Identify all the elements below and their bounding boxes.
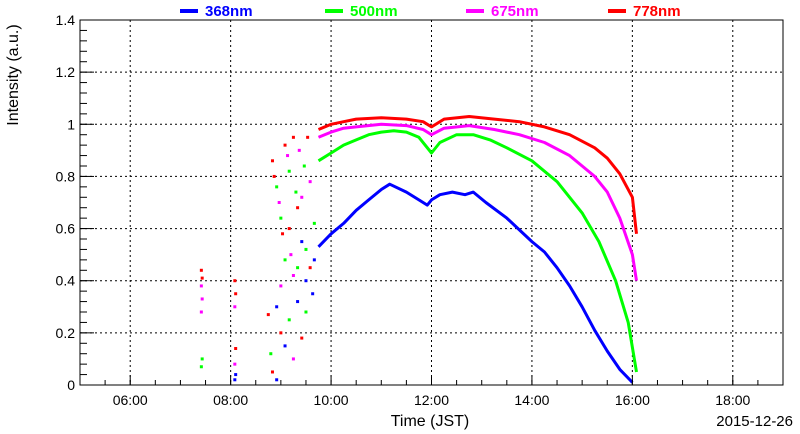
data-point bbox=[277, 201, 281, 204]
grid-lines bbox=[80, 19, 783, 386]
data-point bbox=[270, 159, 274, 163]
y-tick-label: 0.2 bbox=[56, 325, 76, 341]
data-point bbox=[233, 279, 237, 283]
data-point bbox=[291, 357, 295, 361]
date-label: 2015-12-26 bbox=[716, 413, 793, 430]
x-tick-label: 14:00 bbox=[514, 392, 549, 408]
data-point bbox=[308, 180, 312, 184]
x-tick-label: 10:00 bbox=[314, 392, 349, 408]
x-tick-label: 08:00 bbox=[213, 392, 248, 408]
series-line-368nm bbox=[317, 182, 634, 384]
data-point bbox=[287, 227, 291, 231]
data-point bbox=[283, 143, 287, 147]
y-tick-label: 0.4 bbox=[56, 273, 76, 289]
data-point bbox=[286, 154, 290, 158]
data-point bbox=[304, 247, 308, 251]
data-point bbox=[304, 310, 308, 314]
y-tick-label: 0.6 bbox=[56, 221, 76, 237]
y-tick-label: 1.2 bbox=[56, 64, 76, 80]
y-tick-label: 1 bbox=[67, 116, 75, 132]
x-tick-label: 12:00 bbox=[414, 392, 449, 408]
y-tick-label: 0 bbox=[67, 377, 75, 393]
data-point bbox=[300, 240, 304, 244]
data-point bbox=[312, 221, 316, 225]
data-point bbox=[287, 169, 291, 173]
legend-entry: 778nm bbox=[633, 3, 681, 20]
legend: 368nm 500nm 675nm 778nm bbox=[180, 3, 681, 20]
legend-entry: 368nm bbox=[205, 3, 253, 20]
x-tick-label: 16:00 bbox=[615, 392, 650, 408]
scatter-points bbox=[199, 135, 316, 382]
data-point bbox=[279, 216, 283, 220]
data-point bbox=[308, 266, 312, 270]
data-point bbox=[302, 164, 306, 168]
y-tick-label: 1.4 bbox=[56, 12, 76, 28]
data-point bbox=[234, 347, 238, 350]
data-point bbox=[272, 174, 276, 178]
data-point bbox=[291, 274, 295, 277]
series-line-675nm bbox=[317, 122, 638, 281]
x-tick-label: 18:00 bbox=[715, 392, 750, 408]
data-point bbox=[233, 378, 237, 382]
data-point bbox=[233, 305, 237, 309]
series-line-778nm bbox=[317, 115, 638, 234]
data-point bbox=[294, 190, 298, 194]
data-point bbox=[300, 336, 304, 340]
legend-entry: 675nm bbox=[491, 3, 539, 20]
data-point bbox=[297, 148, 301, 152]
data-point bbox=[270, 370, 274, 374]
data-point bbox=[289, 253, 293, 257]
x-axis-title: Time (JST) bbox=[391, 413, 470, 430]
data-point bbox=[275, 378, 279, 382]
data-point bbox=[304, 279, 308, 283]
data-point bbox=[200, 297, 204, 301]
data-point bbox=[279, 331, 283, 335]
series-curves bbox=[317, 115, 638, 384]
axis-ticks: 06:00 08:00 10:00 12:00 14:00 16:00 18:00 0 0.2 0… bbox=[56, 12, 784, 408]
data-point bbox=[306, 135, 310, 139]
data-point bbox=[281, 232, 285, 236]
data-point bbox=[266, 313, 270, 317]
y-tick-label: 0.8 bbox=[56, 168, 76, 184]
data-point bbox=[275, 185, 279, 189]
data-point bbox=[279, 284, 283, 288]
data-point bbox=[283, 258, 287, 262]
data-point bbox=[234, 292, 238, 296]
data-point bbox=[300, 195, 304, 199]
data-point bbox=[199, 310, 203, 314]
data-point bbox=[199, 284, 203, 288]
data-point bbox=[296, 266, 300, 270]
y-axis-title: Intensity (a.u.) bbox=[5, 24, 22, 125]
data-point bbox=[269, 352, 273, 356]
data-point bbox=[291, 135, 295, 139]
series-line-500nm bbox=[317, 129, 638, 373]
data-point bbox=[296, 300, 300, 304]
legend-entry: 500nm bbox=[350, 3, 398, 20]
data-point bbox=[234, 373, 238, 377]
data-point bbox=[287, 318, 291, 322]
data-point bbox=[233, 362, 237, 366]
x-tick-label: 06:00 bbox=[113, 392, 148, 408]
data-point bbox=[283, 344, 287, 348]
data-point bbox=[199, 268, 203, 272]
data-point bbox=[200, 276, 204, 280]
data-point bbox=[199, 365, 203, 369]
data-point bbox=[296, 206, 300, 210]
data-point bbox=[312, 258, 316, 262]
data-point bbox=[275, 305, 279, 309]
data-point bbox=[311, 292, 315, 296]
data-point bbox=[200, 357, 204, 361]
